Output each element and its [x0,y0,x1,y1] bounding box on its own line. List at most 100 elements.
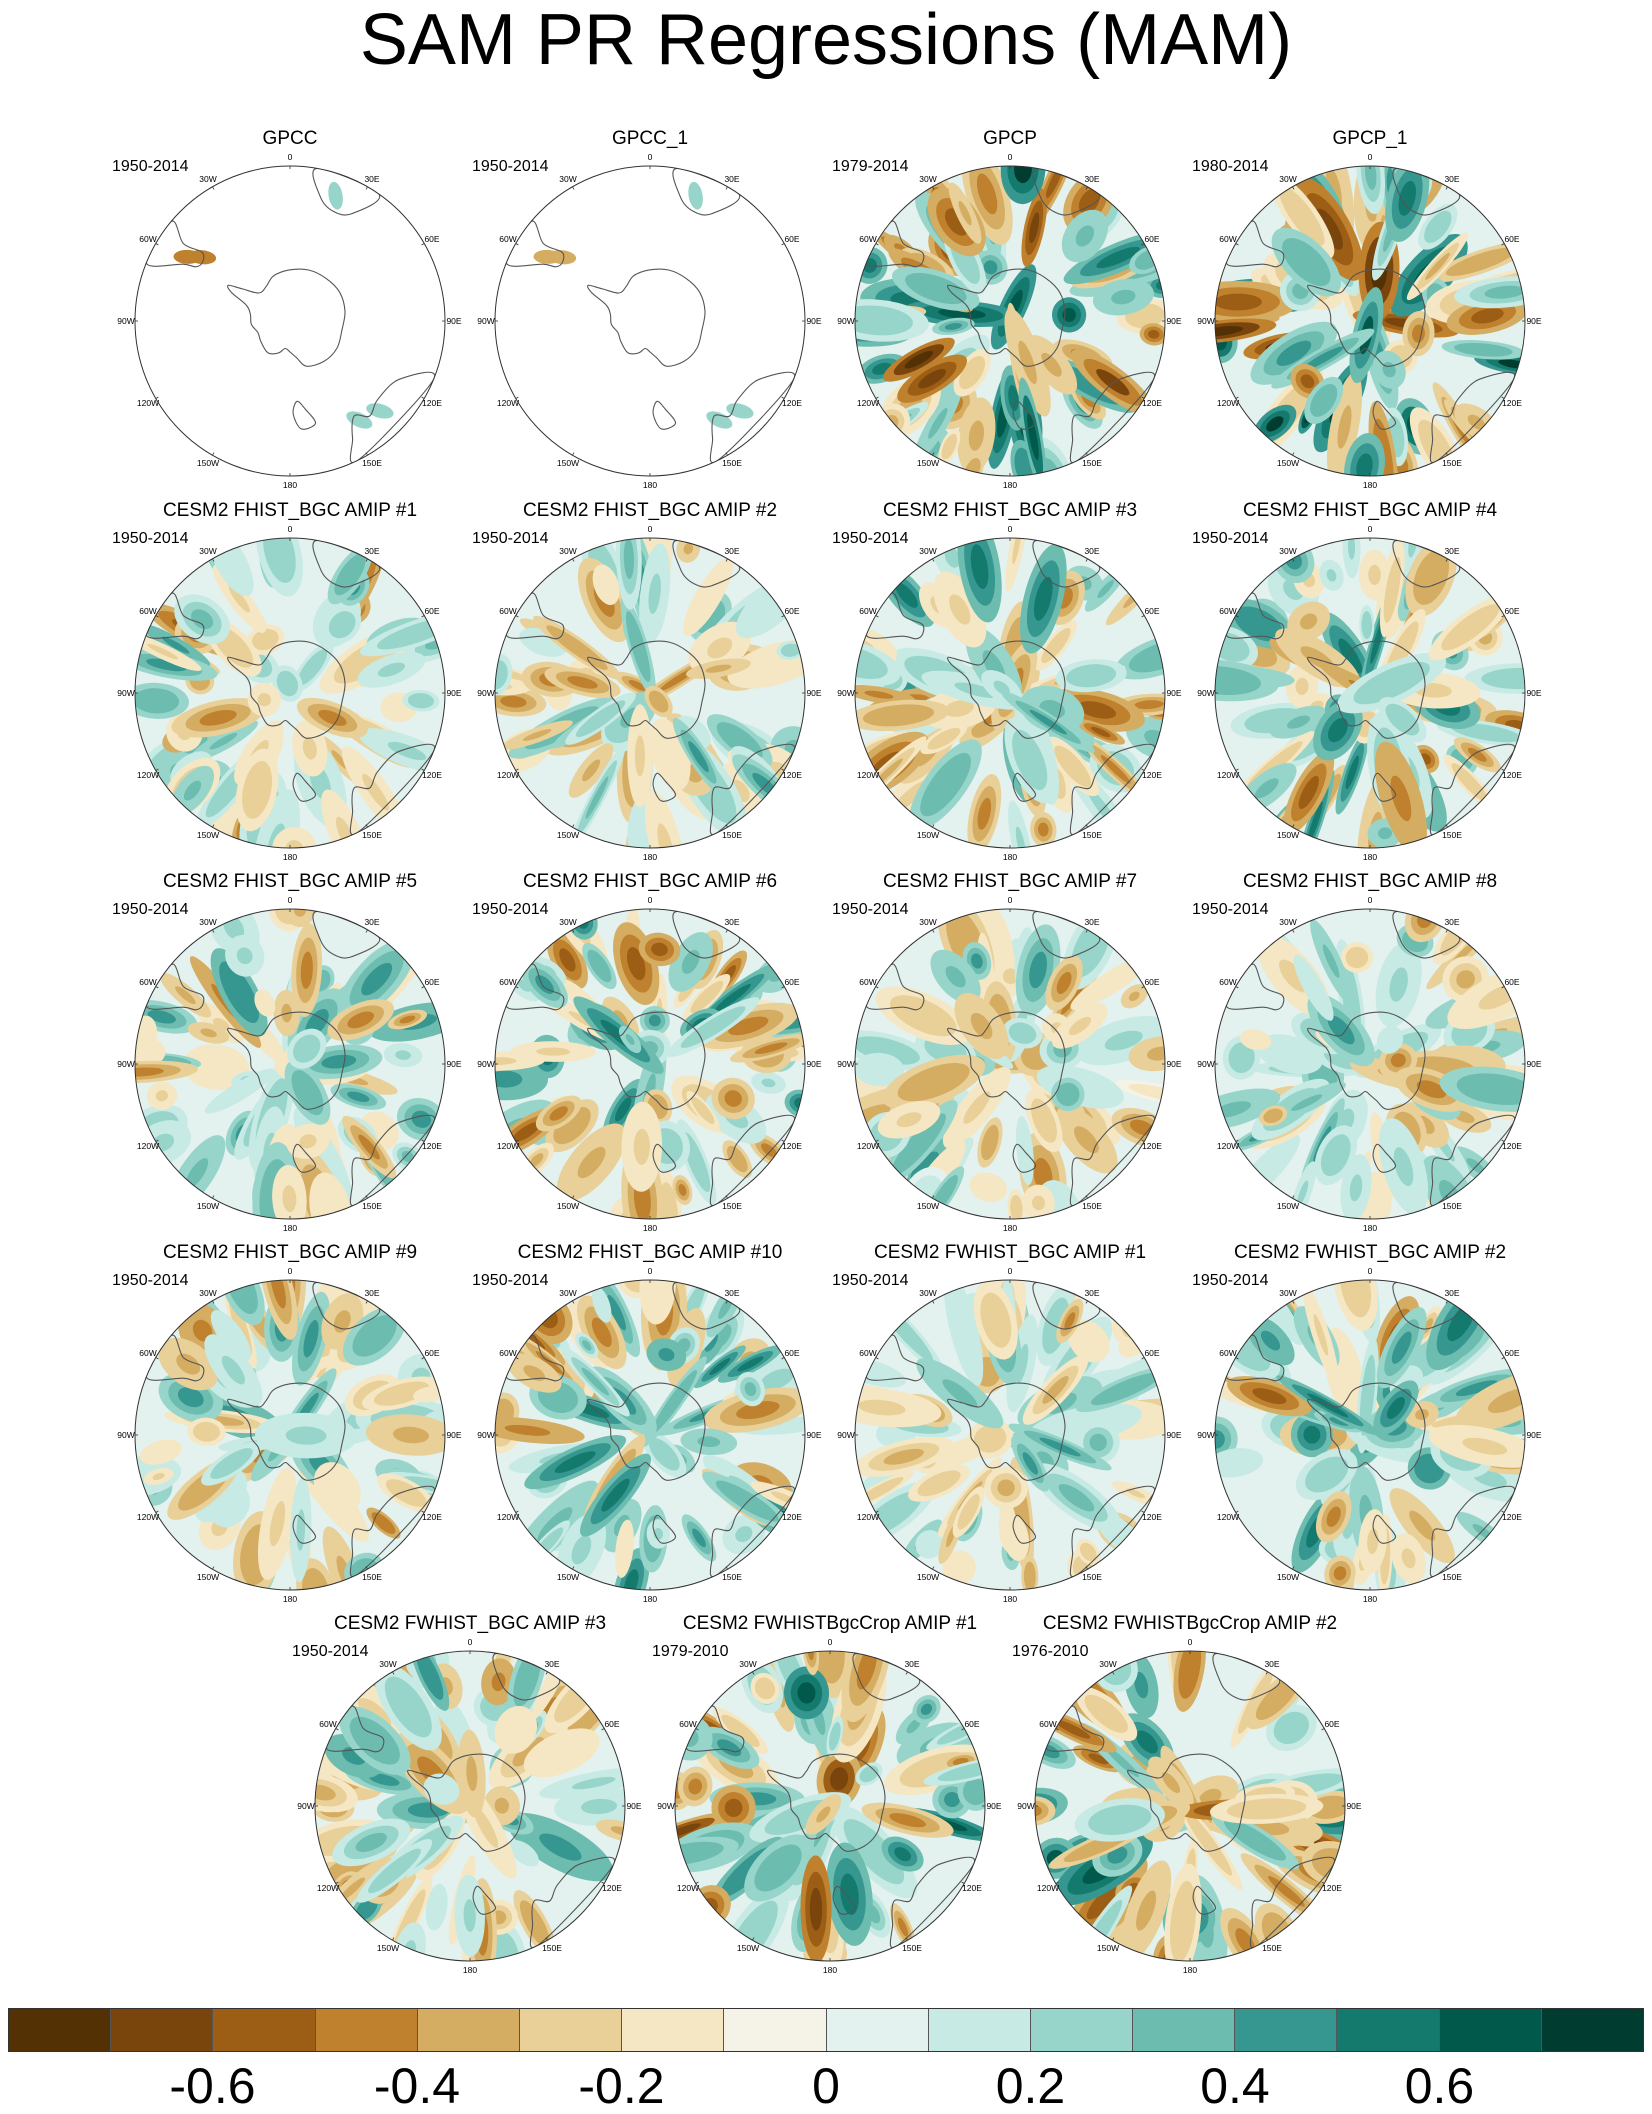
new-zealand-coastline [832,1885,857,1915]
anomaly-blob [446,1721,464,1753]
anomaly-blob [1223,1456,1247,1469]
anomaly-blob [904,350,934,369]
longitude-label: 150E [902,1943,922,1953]
longitude-tick [545,1671,548,1675]
longitude-label: 60W [859,1348,876,1358]
longitude-label: 30E [364,917,379,927]
longitude-label: 180 [643,1594,657,1604]
anomaly-blob [707,637,733,659]
colorbar-bin [9,2009,112,2051]
longitude-tick [932,1195,935,1199]
anomaly-blob [1243,1802,1290,1815]
anomaly-blob [1336,1355,1353,1393]
anomaly-blob [804,1651,817,1668]
longitude-tick [725,452,728,456]
longitude-label: 30W [1279,917,1296,927]
anomaly-blob [662,1194,674,1219]
precip-field [1215,538,1525,848]
anomaly-blob [322,1195,340,1219]
anomaly-blob [1420,1460,1439,1477]
anomaly-blob [688,1144,705,1180]
longitude-label: 60W [1219,1348,1236,1358]
longitude-tick [421,243,425,246]
anomaly-blob [1288,199,1315,234]
panel-period: 1950-2014 [472,158,549,175]
polar-map: 0 30E 60E 90E 120E 150E 180 150W 120W 90W 60W 30W [477,1266,822,1604]
anomaly-blob [633,1128,650,1165]
anomaly-blob [651,1099,664,1114]
longitude-tick [781,1510,785,1513]
longitude-label: 90E [1526,1059,1541,1069]
longitude-tick [572,1566,575,1570]
longitude-label: 90E [446,688,461,698]
longitude-label: 150W [557,1201,579,1211]
longitude-label: 90E [806,316,821,326]
colorbar-tick-label: -0.6 [169,2058,256,2114]
anomaly-blob [1276,1046,1303,1063]
anomaly-blob [537,1507,573,1543]
longitude-tick [781,1139,785,1142]
panel-title: CESM2 FHIST_BGC AMIP #9 [162,1242,418,1263]
anomaly-blob [385,1386,418,1401]
longitude-label: 180 [643,852,657,862]
longitude-label: 30E [1444,1288,1459,1298]
anomaly-blob [761,1078,776,1088]
longitude-label: 30E [1084,546,1099,556]
anomaly-blob [1018,340,1037,385]
colorbar-tick-label: 0.6 [1404,2058,1475,2114]
longitude-label: 0 [288,152,293,162]
new-zealand-coastline [472,1885,497,1915]
longitude-label: 120W [1217,398,1239,408]
anomaly-blob [942,1379,978,1408]
longitude-tick [212,1195,215,1199]
colorbar-bin [213,2009,316,2051]
anomaly-blob [1386,1397,1405,1419]
anomaly-blob [628,679,648,692]
longitude-label: 0 [1008,524,1013,534]
colorbar-bin [928,2009,1031,2051]
anomaly-blob [1466,727,1507,739]
longitude-label: 150W [197,1572,219,1582]
longitude-tick [515,1139,519,1142]
longitude-tick [1085,824,1088,828]
anomaly-blob [1460,253,1501,270]
anomaly-blob [729,1489,766,1513]
panel-period: 1979-2010 [652,1643,729,1660]
anomaly-blob [1088,1753,1109,1765]
anomaly-blob [299,1134,317,1149]
anomaly-blob [944,439,954,454]
anomaly-blob [188,250,217,265]
longitude-label: 150W [557,830,579,840]
anomaly-blob [1104,1030,1143,1051]
south-america-coastline [505,1334,565,1382]
longitude-label: 150E [1442,458,1462,468]
anomaly-blob [655,1444,674,1464]
anomaly-blob [1027,412,1039,461]
longitude-tick [932,1566,935,1570]
longitude-label: 90W [477,1059,494,1069]
polar-map: 0 30E 60E 90E 120E 150E 180 150W 120W 90W 60W 30W [477,524,822,862]
panel-period: 1950-2014 [1192,1272,1269,1289]
anomaly-blob [694,1015,732,1040]
longitude-label: 30E [364,1288,379,1298]
longitude-label: 120W [497,398,519,408]
panel-title: CESM2 FHIST_BGC AMIP #3 [882,500,1138,521]
longitude-label: 0 [1368,524,1373,534]
anomaly-blob [1346,1280,1365,1304]
anomaly-blob [955,1306,972,1352]
antarctica-coastline [407,1753,526,1852]
longitude-label: 150E [722,1201,742,1211]
longitude-label: 90W [117,1430,134,1440]
anomaly-blob [222,1325,239,1346]
anomaly-blob [331,750,348,770]
longitude-tick [725,1195,728,1199]
anomaly-blob [920,1703,933,1716]
anomaly-blob [830,1767,849,1791]
panel-title: CESM2 FHIST_BGC AMIP #1 [162,500,418,521]
longitude-label: 150E [1082,1572,1102,1582]
anomaly-blob [294,909,307,917]
longitude-tick [1112,1937,1115,1941]
south-america-coastline [1225,1334,1285,1382]
polar-map: 0 30E 60E 90E 120E 150E 180 150W 120W 90W 60W 30W [117,524,462,862]
anomaly-blob [500,695,527,708]
